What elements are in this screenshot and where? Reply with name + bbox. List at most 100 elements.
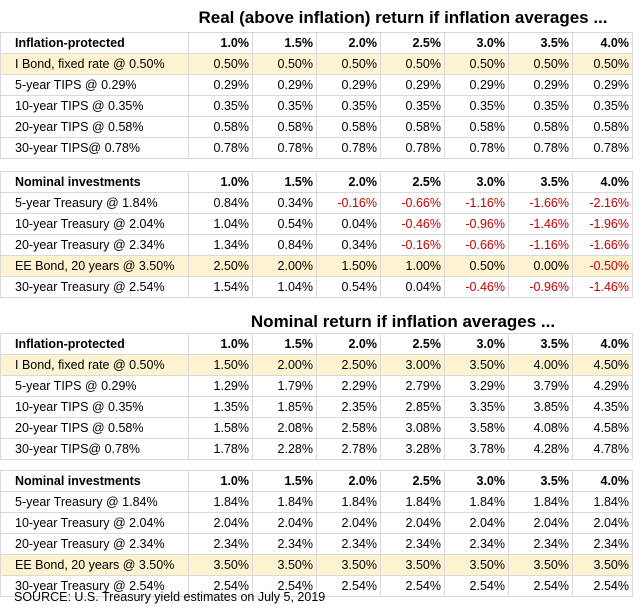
investment-label: 5-year TIPS @ 0.29% bbox=[0, 375, 189, 397]
return-value-cell: 2.04% bbox=[252, 512, 317, 534]
return-value-cell: 3.50% bbox=[316, 554, 381, 576]
return-value-cell: 1.54% bbox=[188, 276, 253, 298]
return-value-cell: 3.50% bbox=[444, 354, 509, 376]
return-value-cell: 3.08% bbox=[380, 417, 445, 439]
source-note: SOURCE: U.S. Treasury yield estimates on… bbox=[14, 590, 326, 604]
inflation-rate-header: 3.0% bbox=[444, 470, 509, 492]
return-value-cell: 2.54% bbox=[380, 575, 445, 597]
inflation-rate-header: 2.5% bbox=[380, 171, 445, 193]
inflation-rate-header: 1.0% bbox=[188, 333, 253, 355]
return-value-cell: 2.85% bbox=[380, 396, 445, 418]
inflation-rate-header: 3.5% bbox=[508, 171, 573, 193]
return-value-cell: 2.04% bbox=[572, 512, 633, 534]
real-return-title-text: Real (above inflation) return if inflati… bbox=[198, 8, 608, 27]
return-value-cell: 0.78% bbox=[252, 137, 317, 159]
table-row: 5-year Treasury @ 1.84% 0.84% 0.34% -0.16% -… bbox=[0, 192, 633, 214]
return-value-cell: 0.29% bbox=[252, 74, 317, 96]
return-value-cell: 3.78% bbox=[444, 438, 509, 460]
return-value-cell: 0.84% bbox=[188, 192, 253, 214]
return-value-cell: 4.28% bbox=[508, 438, 573, 460]
return-value-cell: 0.34% bbox=[316, 234, 381, 256]
return-value-cell: 0.58% bbox=[188, 116, 253, 138]
return-value-cell: 2.50% bbox=[316, 354, 381, 376]
section-header: Nominal investments bbox=[0, 171, 189, 193]
return-value-cell: 1.84% bbox=[380, 491, 445, 513]
return-value-cell: 4.58% bbox=[572, 417, 633, 439]
table-row: EE Bond, 20 years @ 3.50% 3.50% 3.50% 3.50%… bbox=[0, 554, 633, 576]
return-value-cell: 0.04% bbox=[316, 213, 381, 235]
return-value-cell: 0.35% bbox=[252, 95, 317, 117]
table-row: 20-year Treasury @ 2.34% 1.34% 0.84% 0.34% -… bbox=[0, 234, 633, 256]
return-value-cell: 1.04% bbox=[252, 276, 317, 298]
return-value-cell: -1.16% bbox=[508, 234, 573, 256]
return-value-cell: 2.34% bbox=[572, 533, 633, 555]
inflation-rate-header: 4.0% bbox=[572, 470, 633, 492]
return-value-cell: 2.34% bbox=[444, 533, 509, 555]
real-inflation-protected-table: Inflation-protected 1.0% 1.5% 2.0% 2.5% 3.0% 3… bbox=[0, 32, 633, 159]
section-header-row: Nominal investments 1.0% 1.5% 2.0% 2.5% 3.0% 3… bbox=[0, 470, 633, 492]
return-value-cell: 2.34% bbox=[508, 533, 573, 555]
return-value-cell: 0.78% bbox=[508, 137, 573, 159]
return-value-cell: 3.50% bbox=[188, 554, 253, 576]
return-value-cell: 2.54% bbox=[188, 575, 253, 597]
return-value-cell: 3.79% bbox=[508, 375, 573, 397]
return-value-cell: 2.34% bbox=[316, 533, 381, 555]
investment-label: 20-year TIPS @ 0.58% bbox=[0, 116, 189, 138]
return-value-cell: 0.58% bbox=[380, 116, 445, 138]
return-value-cell: 0.84% bbox=[252, 234, 317, 256]
return-value-cell: 2.04% bbox=[508, 512, 573, 534]
table-row: 10-year TIPS @ 0.35% 0.35% 0.35% 0.35% 0.35%… bbox=[0, 95, 633, 117]
section-header: Inflation-protected bbox=[0, 333, 189, 355]
return-value-cell: 2.78% bbox=[316, 438, 381, 460]
return-value-cell: 0.29% bbox=[380, 74, 445, 96]
return-value-cell: -0.66% bbox=[444, 234, 509, 256]
return-value-cell: 2.28% bbox=[252, 438, 317, 460]
return-value-cell: 0.50% bbox=[380, 53, 445, 75]
return-value-cell: 2.08% bbox=[252, 417, 317, 439]
return-value-cell: 0.34% bbox=[252, 192, 317, 214]
return-value-cell: 2.79% bbox=[380, 375, 445, 397]
investment-label: I Bond, fixed rate @ 0.50% bbox=[0, 53, 189, 75]
inflation-rate-header: 1.5% bbox=[252, 171, 317, 193]
return-value-cell: 0.35% bbox=[508, 95, 573, 117]
investment-label: 30-year Treasury @ 2.54% bbox=[0, 276, 189, 298]
investment-label: 30-year Treasury @ 2.54% bbox=[0, 575, 189, 597]
inflation-rate-header: 1.0% bbox=[188, 171, 253, 193]
return-value-cell: 1.35% bbox=[188, 396, 253, 418]
inflation-rate-header: 2.5% bbox=[380, 32, 445, 54]
investment-label: EE Bond, 20 years @ 3.50% bbox=[0, 554, 189, 576]
inflation-rate-header: 3.0% bbox=[444, 32, 509, 54]
table-row: 20-year TIPS @ 0.58% 0.58% 0.58% 0.58% 0.58%… bbox=[0, 116, 633, 138]
inflation-rate-header: 1.0% bbox=[188, 470, 253, 492]
return-value-cell: 0.29% bbox=[188, 74, 253, 96]
return-value-cell: 0.35% bbox=[188, 95, 253, 117]
section-header-row: Inflation-protected 1.0% 1.5% 2.0% 2.5% 3.0% 3… bbox=[0, 32, 633, 54]
return-value-cell: 0.78% bbox=[380, 137, 445, 159]
return-value-cell: 2.58% bbox=[316, 417, 381, 439]
return-value-cell: 2.04% bbox=[316, 512, 381, 534]
inflation-rate-header: 1.0% bbox=[188, 32, 253, 54]
return-value-cell: -0.16% bbox=[380, 234, 445, 256]
return-value-cell: 3.29% bbox=[444, 375, 509, 397]
investment-label: 20-year Treasury @ 2.34% bbox=[0, 533, 189, 555]
return-value-cell: 3.50% bbox=[380, 554, 445, 576]
return-value-cell: 1.84% bbox=[316, 491, 381, 513]
return-value-cell: 0.35% bbox=[316, 95, 381, 117]
return-value-cell: 4.08% bbox=[508, 417, 573, 439]
inflation-rate-header: 2.0% bbox=[316, 470, 381, 492]
investment-label: 30-year TIPS@ 0.78% bbox=[0, 438, 189, 460]
return-value-cell: 2.04% bbox=[380, 512, 445, 534]
return-value-cell: 2.04% bbox=[188, 512, 253, 534]
return-value-cell: 1.84% bbox=[188, 491, 253, 513]
return-value-cell: 1.84% bbox=[508, 491, 573, 513]
table-row: 30-year Treasury @ 2.54% 2.54% 2.54% 2.54% 2… bbox=[0, 575, 633, 597]
table-row: 10-year Treasury @ 2.04% 1.04% 0.54% 0.04% -… bbox=[0, 213, 633, 235]
return-value-cell: 1.84% bbox=[444, 491, 509, 513]
return-value-cell: 2.00% bbox=[252, 354, 317, 376]
return-value-cell: 0.29% bbox=[572, 74, 633, 96]
return-value-cell: 3.35% bbox=[444, 396, 509, 418]
return-value-cell: 2.29% bbox=[316, 375, 381, 397]
return-value-cell: 0.50% bbox=[444, 53, 509, 75]
return-value-cell: 2.04% bbox=[444, 512, 509, 534]
table-row: 30-year Treasury @ 2.54% 1.54% 1.04% 0.54% 0… bbox=[0, 276, 633, 298]
